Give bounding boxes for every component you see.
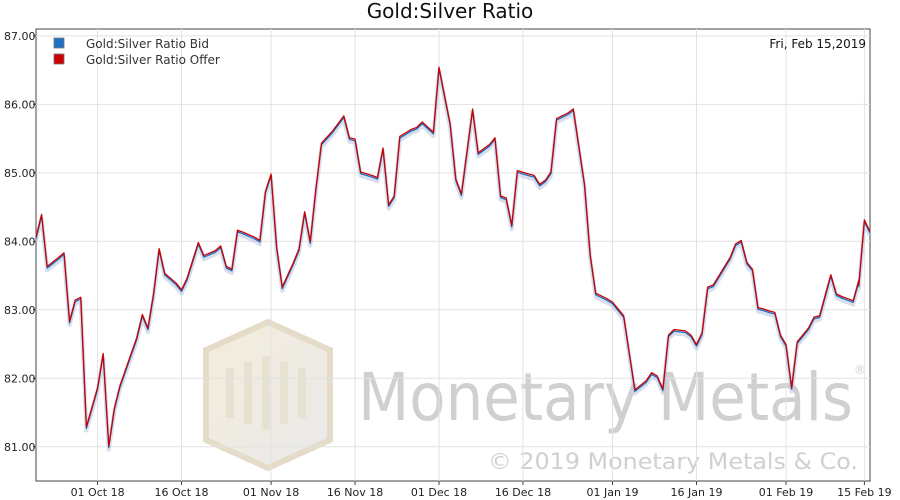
y-axis: 81.00 82.00 83.00 84.00 85.00 86.00 87.00 (4, 30, 36, 454)
watermark-registered-mark: ® (854, 363, 866, 377)
legend-swatch-bid (53, 37, 65, 49)
y-tick-label: 81.00 (4, 441, 36, 454)
x-tick-label: 16 Oct 18 (155, 486, 209, 499)
x-tick-label: 16 Nov 18 (327, 486, 383, 499)
legend: Gold:Silver Ratio Bid Gold:Silver Ratio … (53, 37, 220, 67)
x-tick-label: 01 Dec 18 (411, 486, 467, 499)
y-tick-label: 84.00 (4, 235, 36, 248)
x-tick-label: 16 Jan 19 (671, 486, 723, 499)
x-tick-label: 01 Nov 18 (243, 486, 299, 499)
series-lines (34, 66, 872, 452)
legend-label-bid: Gold:Silver Ratio Bid (86, 37, 209, 51)
series-line-offer (35, 66, 871, 447)
series-line-bid (35, 68, 871, 449)
legend-swatch-offer (53, 53, 65, 65)
x-tick-label: 01 Oct 18 (71, 486, 125, 499)
x-tick-label: 15 Feb 19 (837, 486, 891, 499)
x-tick-label: 01 Feb 19 (759, 486, 813, 499)
x-axis: 01 Oct 18 16 Oct 18 01 Nov 18 16 Nov 18 01 D… (71, 481, 892, 499)
watermark-copyright: © 2019 Monetary Metals & Co. (488, 450, 858, 475)
y-tick-label: 83.00 (4, 304, 36, 317)
y-tick-label: 85.00 (4, 167, 36, 180)
y-tick-label: 87.00 (4, 30, 36, 43)
legend-item-offer[interactable]: Gold:Silver Ratio Offer (53, 53, 220, 67)
chart-title: Gold:Silver Ratio (367, 0, 534, 23)
grid-lines (36, 29, 870, 481)
legend-label-offer: Gold:Silver Ratio Offer (86, 53, 220, 67)
x-tick-label: 01 Jan 19 (587, 486, 639, 499)
y-tick-label: 82.00 (4, 372, 36, 385)
legend-item-bid[interactable]: Gold:Silver Ratio Bid (53, 37, 209, 51)
watermark: Monetary Metals ® © 2019 Monetary Metals… (203, 318, 866, 475)
x-tick-label: 16 Dec 18 (495, 486, 551, 499)
date-stamp: Fri, Feb 15,2019 (769, 37, 866, 51)
watermark-logo (203, 318, 333, 472)
watermark-brand: Monetary Metals (358, 359, 853, 436)
y-tick-label: 86.00 (4, 98, 36, 111)
series-shadow (34, 69, 872, 452)
